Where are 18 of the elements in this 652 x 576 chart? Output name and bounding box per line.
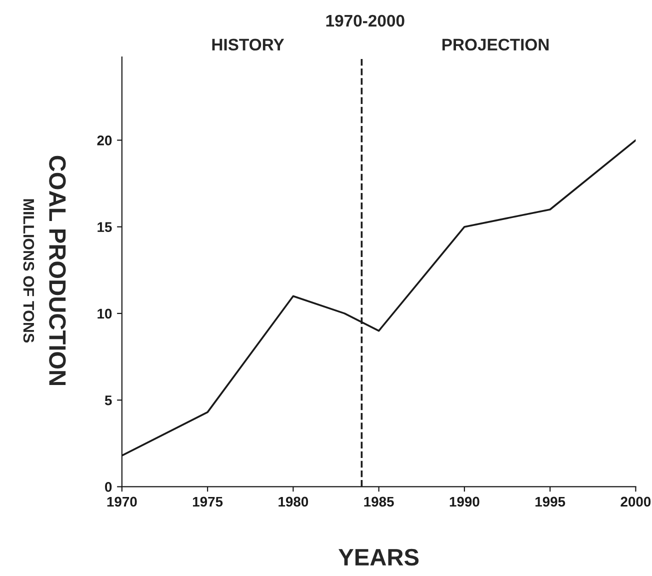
y-tick-label: 0 bbox=[105, 482, 112, 492]
x-tick-label: 1995 bbox=[536, 496, 566, 507]
chart-title: 1970-2000 bbox=[326, 14, 404, 27]
y-tick-label: 5 bbox=[104, 396, 112, 406]
x-tick-label: 2000 bbox=[620, 496, 651, 507]
text: MILLIONS OF TONS bbox=[23, 199, 34, 343]
x-tick-label: 1980 bbox=[278, 496, 308, 507]
x-axis-title: YEARS bbox=[338, 548, 419, 566]
y-tick-label: 10 bbox=[98, 308, 112, 319]
y-tick-label: 20 bbox=[97, 136, 112, 146]
text: HISTORY bbox=[212, 38, 284, 51]
y-tick-label: 15 bbox=[98, 222, 112, 232]
text: PROJECTION bbox=[442, 38, 549, 51]
y-axis-title: COAL PRODUCTION bbox=[49, 156, 66, 386]
x-tick-label: 1970 bbox=[107, 496, 137, 507]
x-tick-label: 1975 bbox=[192, 496, 223, 507]
x-tick-label: 1990 bbox=[450, 496, 480, 507]
x-tick-label: 1985 bbox=[364, 496, 394, 507]
